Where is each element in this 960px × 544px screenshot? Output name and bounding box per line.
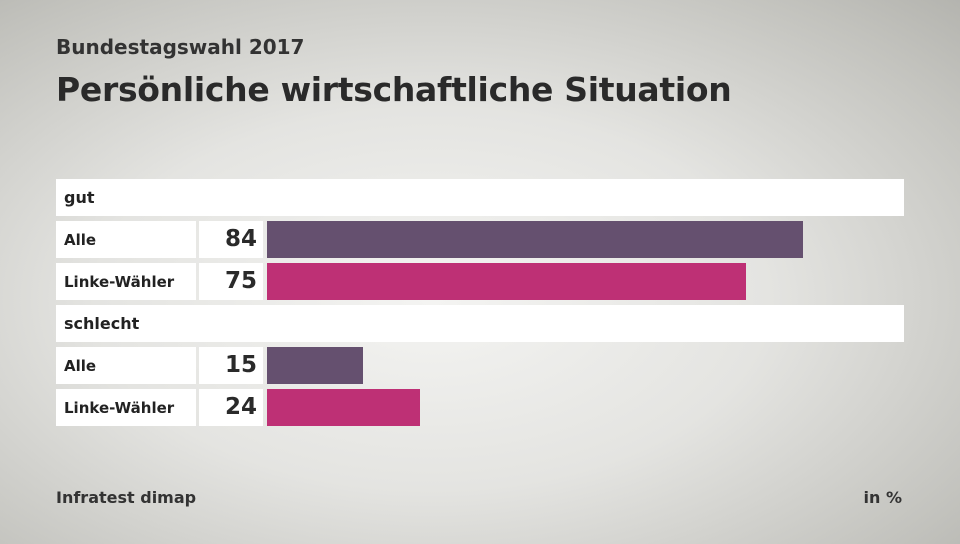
row-label: Linke-Wähler (64, 399, 175, 417)
row-label-cell: Alle (56, 347, 196, 384)
data-label: 15 (224, 352, 257, 378)
group-label: schlecht (64, 314, 140, 333)
chart-supertitle: Bundestagswahl 2017 (56, 35, 305, 59)
group-label: gut (64, 188, 95, 207)
bar (267, 263, 746, 300)
row-label-cell: Linke-Wähler (56, 389, 196, 426)
row-label: Alle (64, 357, 97, 375)
data-label: 75 (224, 268, 257, 294)
bar (267, 347, 363, 384)
group-header-row: schlecht (56, 305, 904, 342)
bar (267, 221, 803, 258)
value-cell: 84 (199, 221, 263, 258)
bar (267, 389, 420, 426)
data-label: 24 (224, 394, 257, 420)
value-cell: 75 (199, 263, 263, 300)
unit-label: in % (863, 488, 902, 507)
row-label-cell: Linke-Wähler (56, 263, 196, 300)
value-cell: 24 (199, 389, 263, 426)
row-label: Linke-Wähler (64, 273, 175, 291)
row-label: Alle (64, 231, 97, 249)
group-header-row: gut (56, 179, 904, 216)
source-label: Infratest dimap (56, 488, 197, 507)
data-label: 84 (224, 226, 257, 252)
row-label-cell: Alle (56, 221, 196, 258)
chart-title: Persönliche wirtschaftliche Situation (56, 70, 732, 109)
value-cell: 15 (199, 347, 263, 384)
